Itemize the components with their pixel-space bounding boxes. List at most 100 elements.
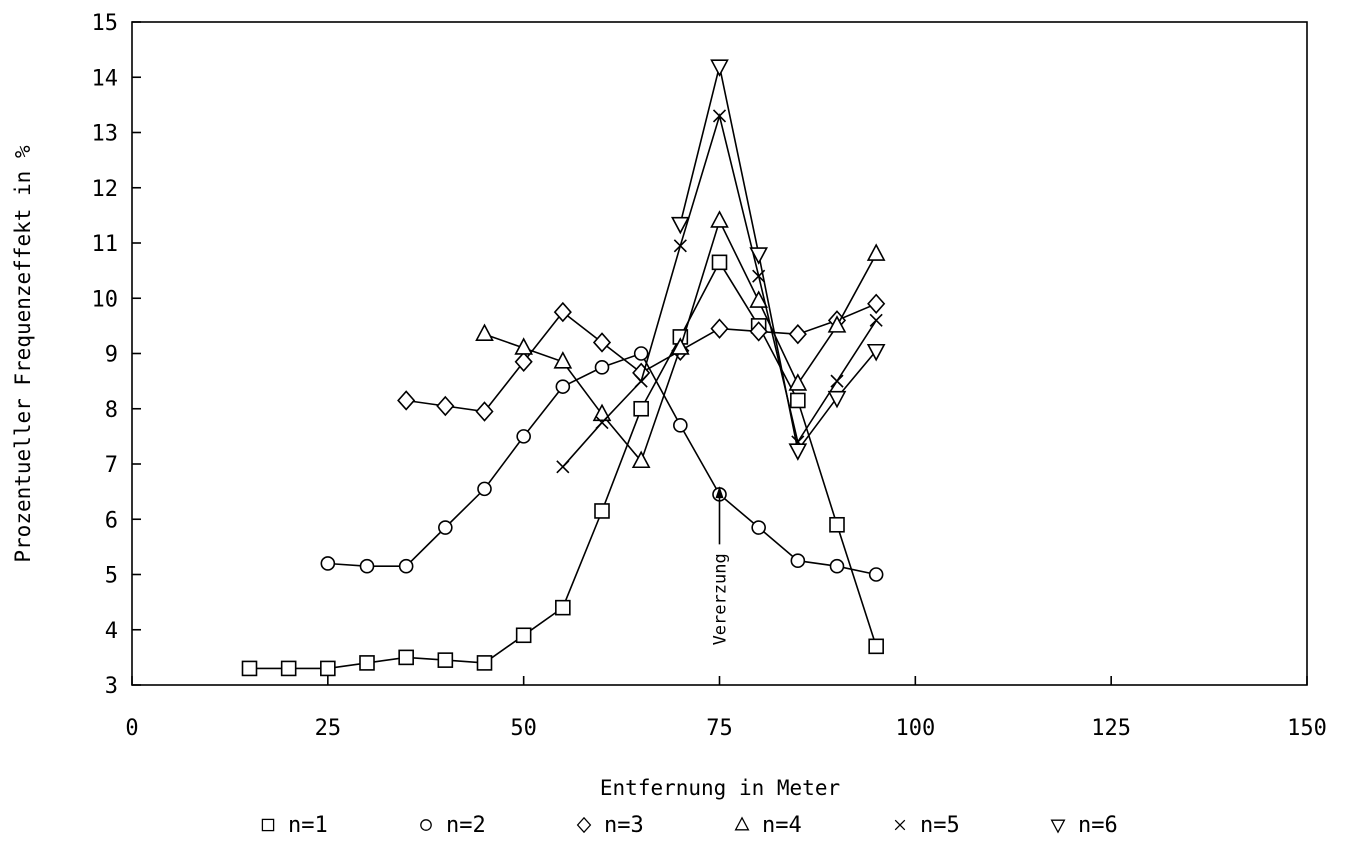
x-tick-label: 100 [895, 716, 935, 741]
y-tick-label: 8 [105, 398, 118, 423]
data-point-n-2 [438, 520, 453, 535]
data-point-n-4 [592, 403, 612, 422]
data-point-n-3 [788, 323, 807, 345]
legend-label-n-6: n=6 [1078, 813, 1118, 838]
data-point-n-2 [398, 558, 414, 574]
data-point-n-1 [437, 652, 454, 668]
data-point-n-1 [829, 516, 845, 533]
data-point-n-4 [710, 210, 729, 228]
data-point-n-2 [594, 360, 610, 375]
data-point-n-2 [555, 379, 571, 394]
legend-marker-n-4 [734, 816, 750, 831]
y-tick-label: 15 [92, 11, 119, 36]
annotation-arrowhead [715, 486, 724, 499]
x-tick-label: 125 [1091, 716, 1131, 741]
legend-item-n-2: n=2 [420, 813, 486, 838]
x-axis-label: Entfernung in Meter [600, 776, 840, 800]
data-point-n-2 [790, 553, 806, 568]
x-tick-label: 50 [510, 716, 537, 741]
data-point-n-5 [869, 313, 883, 327]
data-point-n-2 [673, 418, 688, 433]
series-n-2 [320, 346, 884, 582]
data-point-n-1 [594, 503, 610, 519]
data-point-n-1 [515, 627, 532, 644]
series-line-n-5 [562, 112, 877, 468]
data-point-n-1 [241, 660, 258, 677]
legend: n=1 n=2 n=3 n=4 n=5 n=6 [261, 813, 1118, 838]
data-point-n-3 [867, 293, 886, 314]
series-line-n-6 [679, 66, 877, 453]
data-point-n-3 [514, 351, 533, 372]
data-point-n-1 [359, 655, 375, 671]
data-point-n-1 [555, 599, 571, 616]
series-n-6 [670, 59, 886, 461]
legend-label-n-2: n=2 [446, 813, 486, 838]
y-tick-label: 7 [105, 453, 118, 478]
y-tick-label: 10 [92, 287, 119, 312]
legend-marker-n-6 [1050, 819, 1066, 834]
data-point-n-1 [320, 660, 336, 677]
data-point-n-5 [556, 460, 570, 474]
data-point-n-1 [476, 655, 493, 671]
y-axis: 3 4 5 6 7 8 9 10 11 12 13 14 15 [92, 11, 141, 699]
data-point-n-5 [830, 374, 844, 388]
series-n-3 [397, 293, 886, 422]
legend-marker-n-5 [894, 819, 906, 831]
y-tick-label: 3 [105, 674, 118, 699]
data-point-n-4 [631, 450, 651, 469]
data-point-n-1 [711, 254, 728, 271]
y-tick-label: 4 [105, 619, 118, 644]
data-point-n-1 [633, 400, 649, 417]
data-point-n-2 [516, 429, 531, 444]
data-point-n-2 [751, 520, 766, 535]
data-point-n-6 [788, 443, 808, 461]
data-point-n-3 [475, 401, 494, 422]
legend-item-n-5: n=5 [894, 813, 960, 838]
series-n-4 [475, 210, 886, 469]
data-point-n-6 [710, 59, 729, 77]
data-point-n-3 [592, 332, 612, 353]
data-point-n-5 [673, 239, 687, 253]
x-axis: 0 25 50 75 100 125 150 [125, 676, 1327, 741]
legend-marker-n-1 [261, 818, 275, 832]
y-tick-label: 14 [92, 66, 119, 91]
data-point-n-6 [827, 390, 847, 409]
data-point-n-4 [475, 323, 494, 341]
y-axis-label: Prozentueller Frequenzeffekt in % [11, 145, 35, 563]
data-point-n-2 [633, 346, 649, 361]
legend-marker-n-3 [576, 816, 592, 834]
legend-marker-n-2 [420, 819, 432, 831]
x-tick-label: 75 [706, 716, 733, 741]
legend-item-n-3: n=3 [576, 813, 644, 838]
data-point-n-1 [868, 638, 884, 655]
data-point-n-3 [553, 301, 572, 323]
x-tick-label: 25 [315, 716, 342, 741]
data-point-n-4 [749, 290, 769, 308]
data-point-n-6 [670, 216, 690, 235]
data-point-n-3 [710, 318, 729, 339]
legend-label-n-3: n=3 [604, 813, 644, 838]
y-tick-label: 9 [105, 343, 118, 368]
data-point-n-3 [397, 390, 416, 411]
data-point-n-5 [712, 109, 727, 123]
data-point-n-6 [749, 247, 769, 265]
y-tick-label: 12 [92, 177, 119, 202]
series-n-5 [556, 109, 883, 474]
data-point-n-5 [634, 374, 648, 388]
data-point-n-2 [829, 558, 845, 574]
data-point-n-1 [280, 660, 297, 677]
legend-label-n-5: n=5 [920, 813, 960, 838]
data-point-n-4 [788, 373, 808, 391]
data-point-n-1 [790, 392, 806, 409]
data-point-n-2 [320, 556, 336, 571]
legend-item-n-6: n=6 [1050, 813, 1118, 838]
data-point-n-4 [827, 315, 847, 333]
legend-item-n-4: n=4 [734, 813, 802, 838]
legend-label-n-1: n=1 [288, 813, 328, 838]
series-n-1 [241, 254, 884, 677]
data-point-n-2 [477, 481, 492, 497]
data-point-n-5 [595, 415, 609, 430]
annotation-label: Vererzung [711, 553, 731, 645]
y-tick-label: 11 [92, 232, 119, 257]
